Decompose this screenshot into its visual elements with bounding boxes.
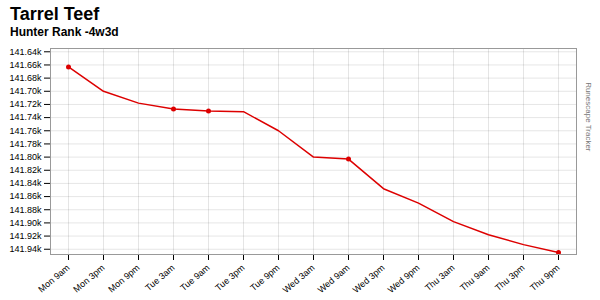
svg-text:Wed 9pm: Wed 9pm: [386, 263, 422, 295]
svg-text:Runescape Tracker: Runescape Tracker: [584, 82, 593, 152]
svg-text:141.82k: 141.82k: [9, 165, 42, 175]
svg-text:Tue 3pm: Tue 3pm: [213, 263, 246, 293]
svg-text:141.76k: 141.76k: [9, 126, 42, 136]
html-text:Hunter Rank -4w3d: Hunter Rank -4w3d: [10, 25, 119, 39]
svg-text:Wed 9am: Wed 9am: [316, 263, 352, 295]
svg-text:Mon 3pm: Mon 3pm: [71, 263, 106, 295]
svg-text:Thu 3am: Thu 3am: [423, 263, 457, 293]
svg-text:141.72k: 141.72k: [9, 99, 42, 109]
svg-text:141.70k: 141.70k: [9, 86, 42, 96]
svg-text:141.64k: 141.64k: [9, 47, 42, 57]
svg-text:141.66k: 141.66k: [9, 60, 42, 70]
svg-text:141.90k: 141.90k: [9, 218, 42, 228]
svg-text:141.88k: 141.88k: [9, 205, 42, 215]
svg-text:141.80k: 141.80k: [9, 152, 42, 162]
svg-text:Thu 9am: Thu 9am: [458, 263, 492, 293]
svg-text:Thu 3pm: Thu 3pm: [493, 263, 527, 293]
html-text:Tarrel Teef: Tarrel Teef: [10, 4, 100, 24]
svg-text:141.86k: 141.86k: [9, 191, 42, 201]
svg-text:141.78k: 141.78k: [9, 139, 42, 149]
svg-text:Mon 9am: Mon 9am: [36, 263, 71, 295]
svg-text:141.74k: 141.74k: [9, 112, 42, 122]
svg-text:141.68k: 141.68k: [9, 73, 42, 83]
svg-text:Tue 9am: Tue 9am: [178, 263, 211, 293]
svg-text:Tue 9pm: Tue 9pm: [248, 263, 281, 293]
svg-text:141.92k: 141.92k: [9, 231, 42, 241]
svg-text:Wed 3am: Wed 3am: [281, 263, 317, 295]
svg-text:141.84k: 141.84k: [9, 178, 42, 188]
svg-text:Mon 9pm: Mon 9pm: [106, 263, 141, 295]
svg-text:Thu 9pm: Thu 9pm: [528, 263, 562, 293]
svg-text:Wed 3pm: Wed 3pm: [351, 263, 387, 295]
svg-text:141.94k: 141.94k: [9, 244, 42, 254]
svg-text:Tue 3am: Tue 3am: [143, 263, 176, 293]
